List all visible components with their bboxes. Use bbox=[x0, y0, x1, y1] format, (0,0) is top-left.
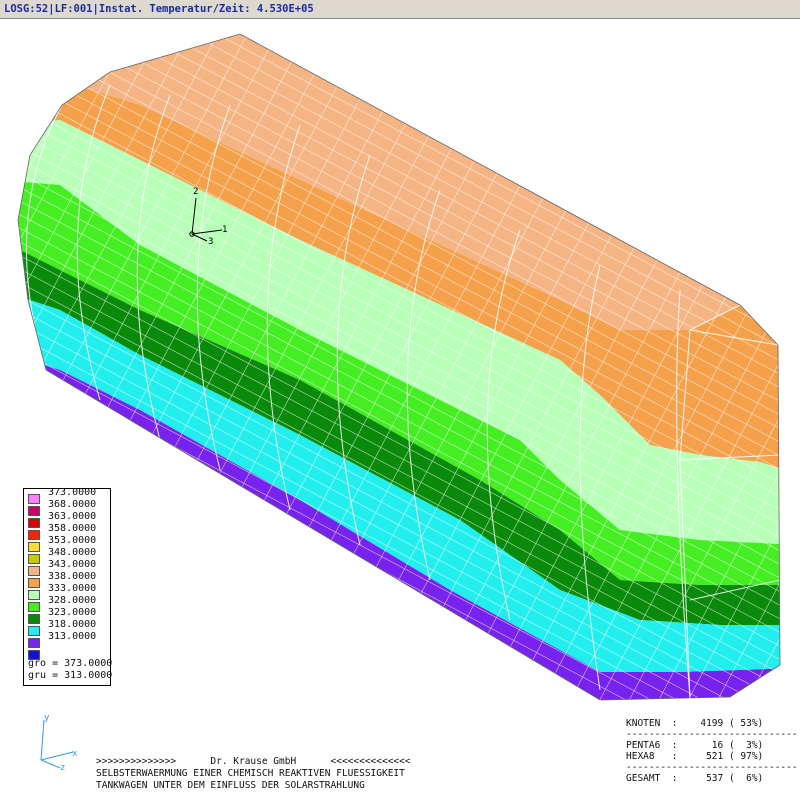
legend-level: 323.0000 bbox=[28, 607, 112, 625]
view-axis-x-label: x bbox=[72, 749, 78, 759]
legend-value: 323.0000 bbox=[48, 607, 97, 618]
legend-level bbox=[28, 649, 112, 661]
legend-value: 328.0000 bbox=[48, 595, 97, 606]
legend-swatch bbox=[28, 506, 40, 516]
model-axis-1-label: 1 bbox=[222, 225, 227, 235]
legend-swatch bbox=[28, 518, 40, 528]
legend-level: 373.0000 bbox=[28, 487, 112, 505]
legend-swatch bbox=[28, 542, 40, 552]
plot-caption: >>>>>>>>>>>>>> Dr. Krause GmbH <<<<<<<<<… bbox=[96, 756, 411, 792]
caption-line-3: TANKWAGEN UNTER DEM EINFLUSS DER SOLARST… bbox=[96, 780, 365, 791]
legend-swatch bbox=[28, 554, 40, 564]
legend-level: 348.0000 bbox=[28, 547, 112, 565]
stat-hexa8: HEXA8 : 521 ( 97%) bbox=[626, 751, 764, 762]
legend-level: 358.0000 bbox=[28, 523, 112, 541]
legend-swatch bbox=[28, 650, 40, 660]
legend-level: 318.0000 bbox=[28, 619, 112, 637]
legend-swatch bbox=[28, 530, 40, 540]
legend-value: 338.0000 bbox=[48, 571, 97, 582]
stat-separator: ------------------------------ bbox=[626, 762, 798, 773]
legend-max-label: gro = 373.0000 bbox=[28, 658, 113, 669]
legend-level: 328.0000 bbox=[28, 595, 112, 613]
legend-swatch bbox=[28, 578, 40, 588]
legend-level: 333.0000 bbox=[28, 583, 112, 601]
legend-value: 313.0000 bbox=[48, 631, 97, 642]
legend-value: 348.0000 bbox=[48, 547, 97, 558]
legend-level: 338.0000 bbox=[28, 571, 112, 589]
legend-value: 368.0000 bbox=[48, 499, 97, 510]
model-statistics: KNOTEN : 4199 ( 53%) --------------------… bbox=[626, 718, 798, 784]
legend-value: 358.0000 bbox=[48, 523, 97, 534]
model-viewport[interactable]: 2 1 3 y x z bbox=[0, 19, 800, 800]
caption-line-2: SELBSTERWAERMUNG EINER CHEMISCH REAKTIVE… bbox=[96, 768, 405, 779]
view-triad bbox=[40, 719, 74, 769]
legend-value: 353.0000 bbox=[48, 535, 97, 546]
legend-level: 313.0000 bbox=[28, 631, 112, 649]
fe-mesh-plot[interactable]: 2 1 3 y x z bbox=[0, 19, 800, 800]
legend-swatch bbox=[28, 602, 40, 612]
window-title: LOSG:52|LF:001|Instat. Temperatur/Zeit: … bbox=[4, 3, 314, 15]
legend-swatch bbox=[28, 494, 40, 504]
tank-outline bbox=[17, 33, 781, 701]
temperature-legend: 373.0000 368.0000 363.0000 358.0000 353.0000… bbox=[23, 487, 113, 686]
model-triad bbox=[189, 197, 223, 242]
stat-gesamt: GESAMT : 537 ( 6%) bbox=[626, 773, 764, 784]
stat-penta6: PENTA6 : 16 ( 3%) bbox=[626, 740, 764, 751]
stat-separator: ------------------------------ bbox=[626, 729, 798, 740]
legend-level: 343.0000 bbox=[28, 559, 112, 577]
legend-swatch bbox=[28, 614, 40, 624]
legend-swatch bbox=[28, 638, 40, 648]
stat-knoten: KNOTEN : 4199 ( 53%) bbox=[626, 718, 764, 729]
legend-value: 318.0000 bbox=[48, 619, 97, 630]
legend-swatch bbox=[28, 566, 40, 576]
legend-level: 363.0000 bbox=[28, 511, 112, 529]
caption-line-1: >>>>>>>>>>>>>> Dr. Krause GmbH <<<<<<<<<… bbox=[96, 756, 411, 767]
legend-min-label: gru = 313.0000 bbox=[28, 670, 113, 681]
legend-level: 368.0000 bbox=[28, 499, 112, 517]
tank-surface bbox=[18, 34, 780, 700]
legend-level: 353.0000 bbox=[28, 535, 112, 553]
legend-swatch bbox=[28, 590, 40, 600]
legend-value: 343.0000 bbox=[48, 559, 97, 570]
model-axis-2-label: 2 bbox=[193, 187, 198, 197]
legend-value: 373.0000 bbox=[48, 487, 97, 498]
title-bar: LOSG:52|LF:001|Instat. Temperatur/Zeit: … bbox=[0, 0, 800, 19]
legend-swatch bbox=[28, 626, 40, 636]
model-axis-3-label: 3 bbox=[208, 237, 213, 247]
legend-value: 363.0000 bbox=[48, 511, 97, 522]
view-axis-y-label: y bbox=[44, 713, 50, 723]
legend-value: 333.0000 bbox=[48, 583, 97, 594]
view-axis-z-label: z bbox=[60, 763, 65, 773]
